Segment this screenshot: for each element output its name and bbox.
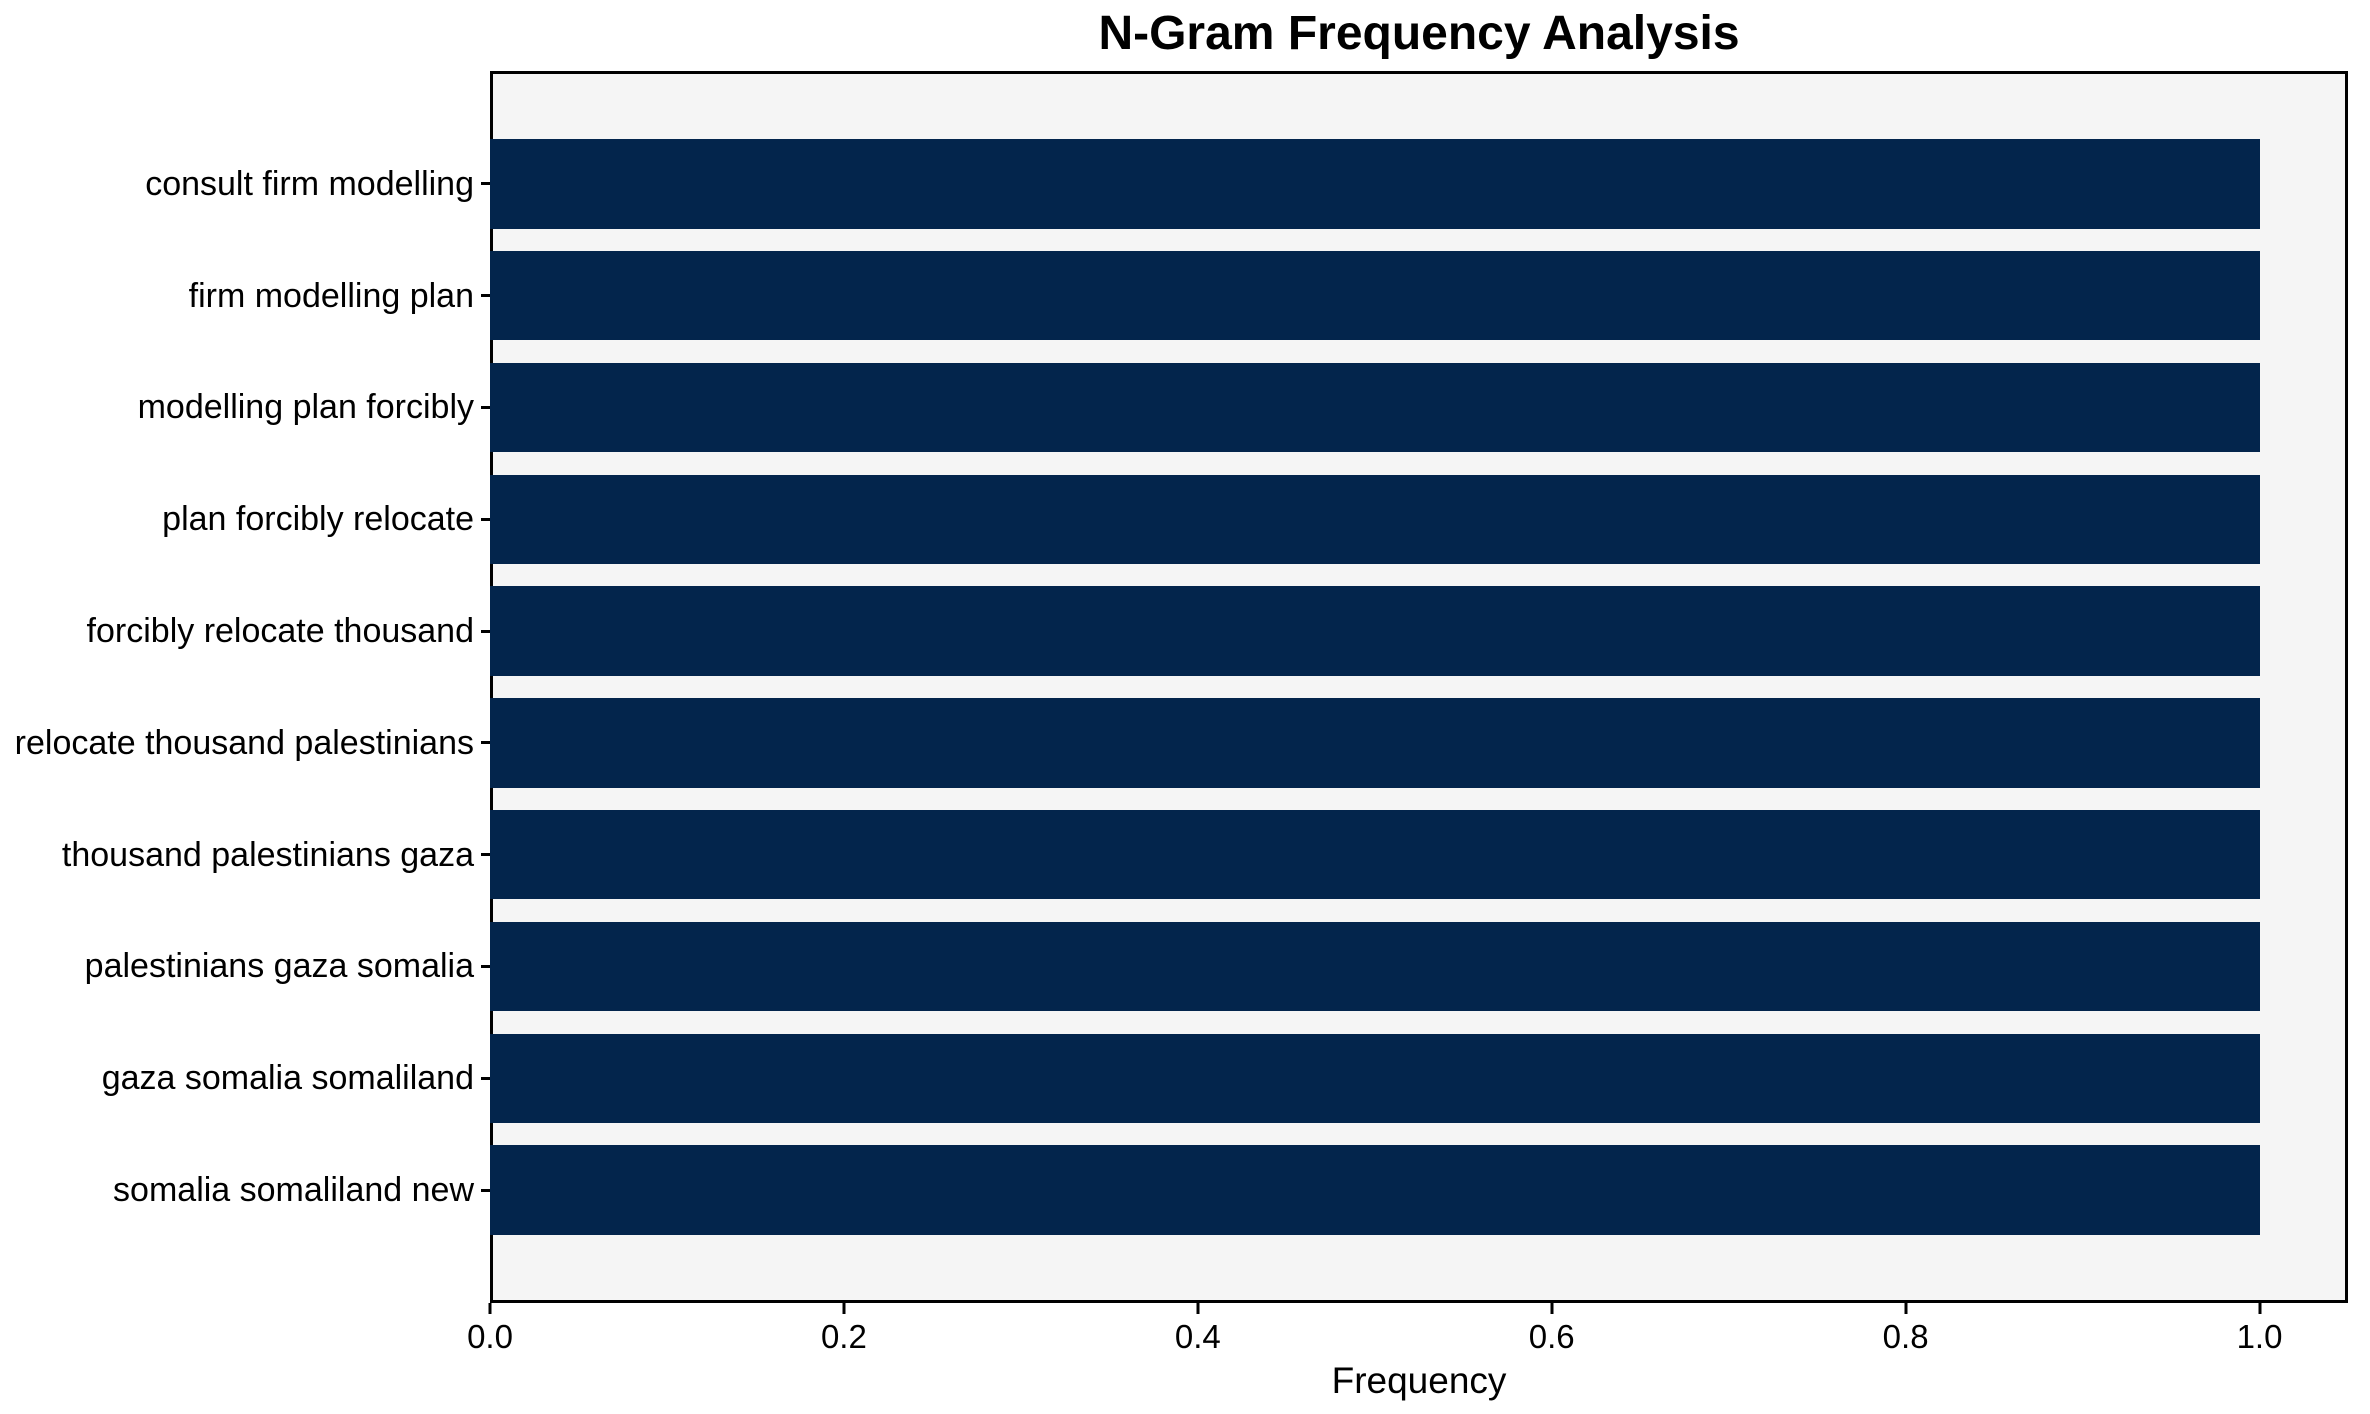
bar-row: gaza somalia somaliland <box>0 1022 2348 1134</box>
x-axis-tick-label: 0.6 <box>1528 1318 1575 1355</box>
y-axis-label-cell: forcibly relocate thousand <box>0 614 490 648</box>
x-axis-tick-label: 0.2 <box>820 1318 867 1355</box>
y-axis-label-cell: gaza somalia somaliland <box>0 1061 490 1095</box>
y-axis-label: forcibly relocate thousand <box>86 612 474 651</box>
bar <box>490 1033 2260 1123</box>
x-axis-tick <box>2258 1303 2262 1314</box>
x-axis-tick <box>488 1303 492 1314</box>
y-axis-tick <box>481 294 490 298</box>
bar-row: somalia somaliland new <box>0 1134 2348 1246</box>
y-axis-label-cell: plan forcibly relocate <box>0 502 490 536</box>
y-axis-tick <box>481 405 490 409</box>
y-axis-label-cell: consult firm modelling <box>0 167 490 201</box>
bar-row: consult firm modelling <box>0 128 2348 240</box>
bar-row: firm modelling plan <box>0 240 2348 352</box>
bar-row: relocate thousand palestinians <box>0 687 2348 799</box>
bar-row: plan forcibly relocate <box>0 463 2348 575</box>
y-axis-label-cell: modelling plan forcibly <box>0 390 490 424</box>
bar <box>490 698 2260 788</box>
bar-rows: consult firm modelling firm modelling pla… <box>0 71 2348 1303</box>
y-axis-label-cell: somalia somaliland new <box>0 1173 490 1207</box>
y-axis-tick <box>481 629 490 633</box>
y-axis-label: relocate thousand palestinians <box>14 723 474 762</box>
y-axis-tick <box>481 182 490 186</box>
y-axis-label-cell: palestinians gaza somalia <box>0 949 490 983</box>
x-axis-tick <box>1196 1303 1200 1314</box>
bar <box>490 474 2260 564</box>
x-axis-tick-label: 0.0 <box>467 1318 513 1355</box>
bar <box>490 250 2260 341</box>
y-axis-label-cell: firm modelling plan <box>0 279 490 313</box>
x-axis-tick <box>842 1303 846 1314</box>
bar <box>490 1145 2260 1235</box>
bar-row: palestinians gaza somalia <box>0 911 2348 1023</box>
x-axis-tick <box>1550 1303 1554 1314</box>
y-axis-tick <box>481 853 490 857</box>
bar-row: forcibly relocate thousand <box>0 575 2348 687</box>
y-axis-label: palestinians gaza somalia <box>84 947 474 986</box>
x-axis-title: Frequency <box>1331 1360 1507 1401</box>
y-axis-label: plan forcibly relocate <box>162 500 474 539</box>
x-axis-tick-label: 0.8 <box>1882 1318 1929 1355</box>
chart-title: N-Gram Frequency Analysis <box>1098 7 1740 60</box>
y-axis-tick <box>481 1076 490 1080</box>
y-axis-tick <box>481 517 490 521</box>
bar <box>490 362 2260 453</box>
y-axis-tick <box>481 964 490 968</box>
y-axis-tick <box>481 741 490 745</box>
y-axis-label: thousand palestinians gaza <box>61 835 474 874</box>
y-axis-label-cell: thousand palestinians gaza <box>0 838 490 872</box>
bar <box>490 139 2260 229</box>
y-axis-label: gaza somalia somaliland <box>101 1059 474 1098</box>
bar-row: thousand palestinians gaza <box>0 799 2348 911</box>
bar <box>490 809 2260 900</box>
y-axis-label-cell: relocate thousand palestinians <box>0 726 490 760</box>
bar-row: modelling plan forcibly <box>0 352 2348 464</box>
y-axis-label: consult firm modelling <box>145 164 474 203</box>
bar <box>490 586 2260 676</box>
y-axis-label: firm modelling plan <box>188 276 474 315</box>
y-axis-tick <box>481 1188 490 1192</box>
y-axis-label: somalia somaliland new <box>113 1171 474 1210</box>
x-axis-tick <box>1904 1303 1908 1314</box>
x-axis-tick-label: 1.0 <box>2236 1318 2283 1355</box>
x-axis-tick-label: 0.4 <box>1174 1318 1221 1355</box>
y-axis-label: modelling plan forcibly <box>137 388 474 427</box>
bar <box>490 921 2260 1012</box>
